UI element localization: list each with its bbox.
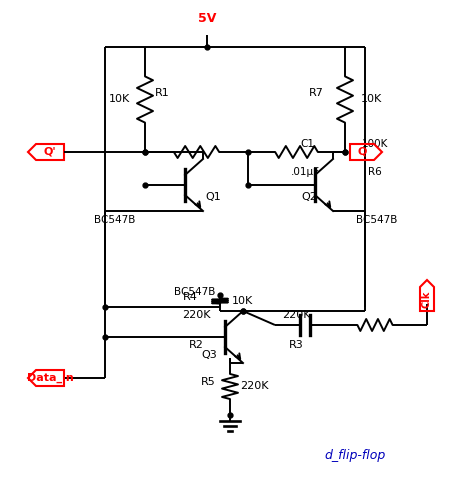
Text: 220K: 220K [182,310,210,320]
Text: Q: Q [357,147,367,157]
Text: R1: R1 [155,88,170,98]
Text: R2: R2 [189,340,203,350]
Text: 100K: 100K [362,139,388,149]
Text: BC547B: BC547B [94,215,136,225]
Text: R7: R7 [309,88,324,98]
Text: R4: R4 [183,292,198,302]
Text: Q1: Q1 [205,192,221,202]
Text: Clk: Clk [422,290,432,308]
Text: R5: R5 [201,377,216,387]
Text: 5V: 5V [198,12,216,25]
Text: Q2: Q2 [301,192,317,202]
Text: BC547B: BC547B [356,215,398,225]
Text: Q3: Q3 [201,350,217,360]
Text: R3: R3 [289,340,303,350]
Text: R6: R6 [368,167,382,177]
Text: C1: C1 [300,139,314,149]
Text: 220K: 220K [240,381,268,391]
Text: 10K: 10K [360,94,382,104]
Text: 220K: 220K [282,310,310,320]
Text: Data_in: Data_in [27,373,73,383]
Text: .01μF: .01μF [291,167,319,177]
Text: Q': Q' [44,147,56,157]
Text: BC547B: BC547B [174,287,216,297]
Text: d_flip-flop: d_flip-flop [324,449,386,461]
Text: 10K: 10K [109,94,129,104]
Text: 10K: 10K [232,296,253,306]
